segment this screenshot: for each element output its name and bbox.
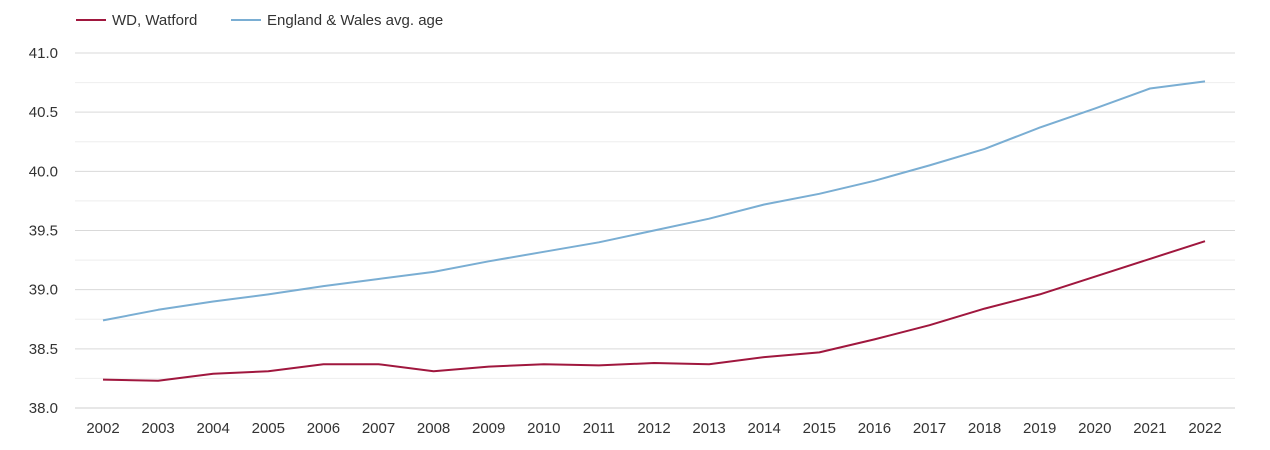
legend-label-england-wales: England & Wales avg. age — [267, 12, 443, 29]
data-point-0[interactable] — [317, 358, 329, 370]
data-point-1[interactable] — [593, 236, 605, 248]
data-point-1[interactable] — [317, 280, 329, 292]
x-tick-label: 2005 — [252, 420, 285, 437]
legend-item-england-wales[interactable]: England & Wales avg. age — [231, 12, 443, 29]
data-point-0[interactable] — [207, 368, 219, 380]
legend-label-watford: WD, Watford — [112, 12, 197, 29]
data-point-1[interactable] — [1034, 122, 1046, 134]
data-point-0[interactable] — [979, 303, 991, 315]
data-point-1[interactable] — [373, 273, 385, 285]
data-point-0[interactable] — [1089, 271, 1101, 283]
x-tick-label: 2007 — [362, 420, 395, 437]
data-point-0[interactable] — [1199, 235, 1211, 247]
data-point-1[interactable] — [97, 314, 109, 326]
data-point-1[interactable] — [1199, 75, 1211, 87]
y-axis: 38.0 38.5 39.0 39.5 40.0 40.5 41.0 — [29, 45, 58, 417]
data-point-1[interactable] — [868, 175, 880, 187]
y-tick-label: 39.5 — [29, 223, 58, 240]
x-tick-label: 2004 — [197, 420, 230, 437]
data-point-0[interactable] — [428, 365, 440, 377]
data-point-0[interactable] — [593, 359, 605, 371]
x-tick-label: 2015 — [803, 420, 836, 437]
x-tick-label: 2009 — [472, 420, 505, 437]
x-tick-label: 2022 — [1188, 420, 1221, 437]
x-tick-label: 2019 — [1023, 420, 1056, 437]
data-point-1[interactable] — [1144, 83, 1156, 95]
data-point-1[interactable] — [1089, 103, 1101, 115]
y-tick-label: 39.0 — [29, 282, 58, 299]
x-tick-label: 2013 — [692, 420, 725, 437]
data-point-0[interactable] — [1144, 253, 1156, 265]
data-point-1[interactable] — [152, 304, 164, 316]
series-line-0 — [102, 240, 1206, 382]
data-point-0[interactable] — [97, 374, 109, 386]
legend: WD, Watford England & Wales avg. age — [76, 12, 443, 29]
y-tick-label: 40.0 — [29, 163, 58, 180]
x-tick-label: 2010 — [527, 420, 560, 437]
x-tick-label: 2011 — [583, 420, 615, 437]
data-point-0[interactable] — [924, 319, 936, 331]
data-point-0[interactable] — [373, 358, 385, 370]
data-point-1[interactable] — [483, 255, 495, 267]
data-point-0[interactable] — [648, 357, 660, 369]
data-point-0[interactable] — [868, 333, 880, 345]
data-point-1[interactable] — [648, 225, 660, 237]
data-point-0[interactable] — [703, 358, 715, 370]
x-tick-label: 2012 — [637, 420, 670, 437]
x-axis: 2002 2003 2004 2005 2006 2007 2008 2009 2010 2011… — [86, 420, 1221, 437]
y-tick-label: 41.0 — [29, 45, 58, 62]
data-point-1[interactable] — [758, 198, 770, 210]
y-tick-label: 40.5 — [29, 104, 58, 121]
x-tick-label: 2006 — [307, 420, 340, 437]
data-point-1[interactable] — [703, 213, 715, 225]
data-point-0[interactable] — [758, 351, 770, 363]
data-point-1[interactable] — [979, 143, 991, 155]
data-point-0[interactable] — [152, 375, 164, 387]
series-lines — [97, 75, 1211, 387]
x-tick-label: 2021 — [1133, 420, 1166, 437]
data-point-1[interactable] — [538, 246, 550, 258]
data-point-0[interactable] — [1034, 288, 1046, 300]
x-tick-label: 2014 — [748, 420, 781, 437]
y-tick-label: 38.5 — [29, 341, 58, 358]
data-point-1[interactable] — [262, 288, 274, 300]
data-point-1[interactable] — [207, 296, 219, 308]
data-point-0[interactable] — [262, 365, 274, 377]
x-tick-label: 2003 — [141, 420, 174, 437]
data-point-0[interactable] — [538, 358, 550, 370]
x-tick-label: 2018 — [968, 420, 1001, 437]
legend-item-watford[interactable]: WD, Watford — [76, 12, 197, 29]
data-point-0[interactable] — [813, 346, 825, 358]
y-tick-label: 38.0 — [29, 400, 58, 417]
x-tick-label: 2017 — [913, 420, 946, 437]
x-tick-label: 2020 — [1078, 420, 1111, 437]
data-point-0[interactable] — [483, 361, 495, 373]
data-point-1[interactable] — [428, 266, 440, 278]
x-tick-label: 2016 — [858, 420, 891, 437]
gridlines — [75, 52, 1235, 409]
x-tick-label: 2008 — [417, 420, 450, 437]
x-tick-label: 2002 — [86, 420, 119, 437]
data-point-1[interactable] — [924, 159, 936, 171]
data-point-1[interactable] — [813, 188, 825, 200]
series-line-1 — [102, 80, 1206, 322]
